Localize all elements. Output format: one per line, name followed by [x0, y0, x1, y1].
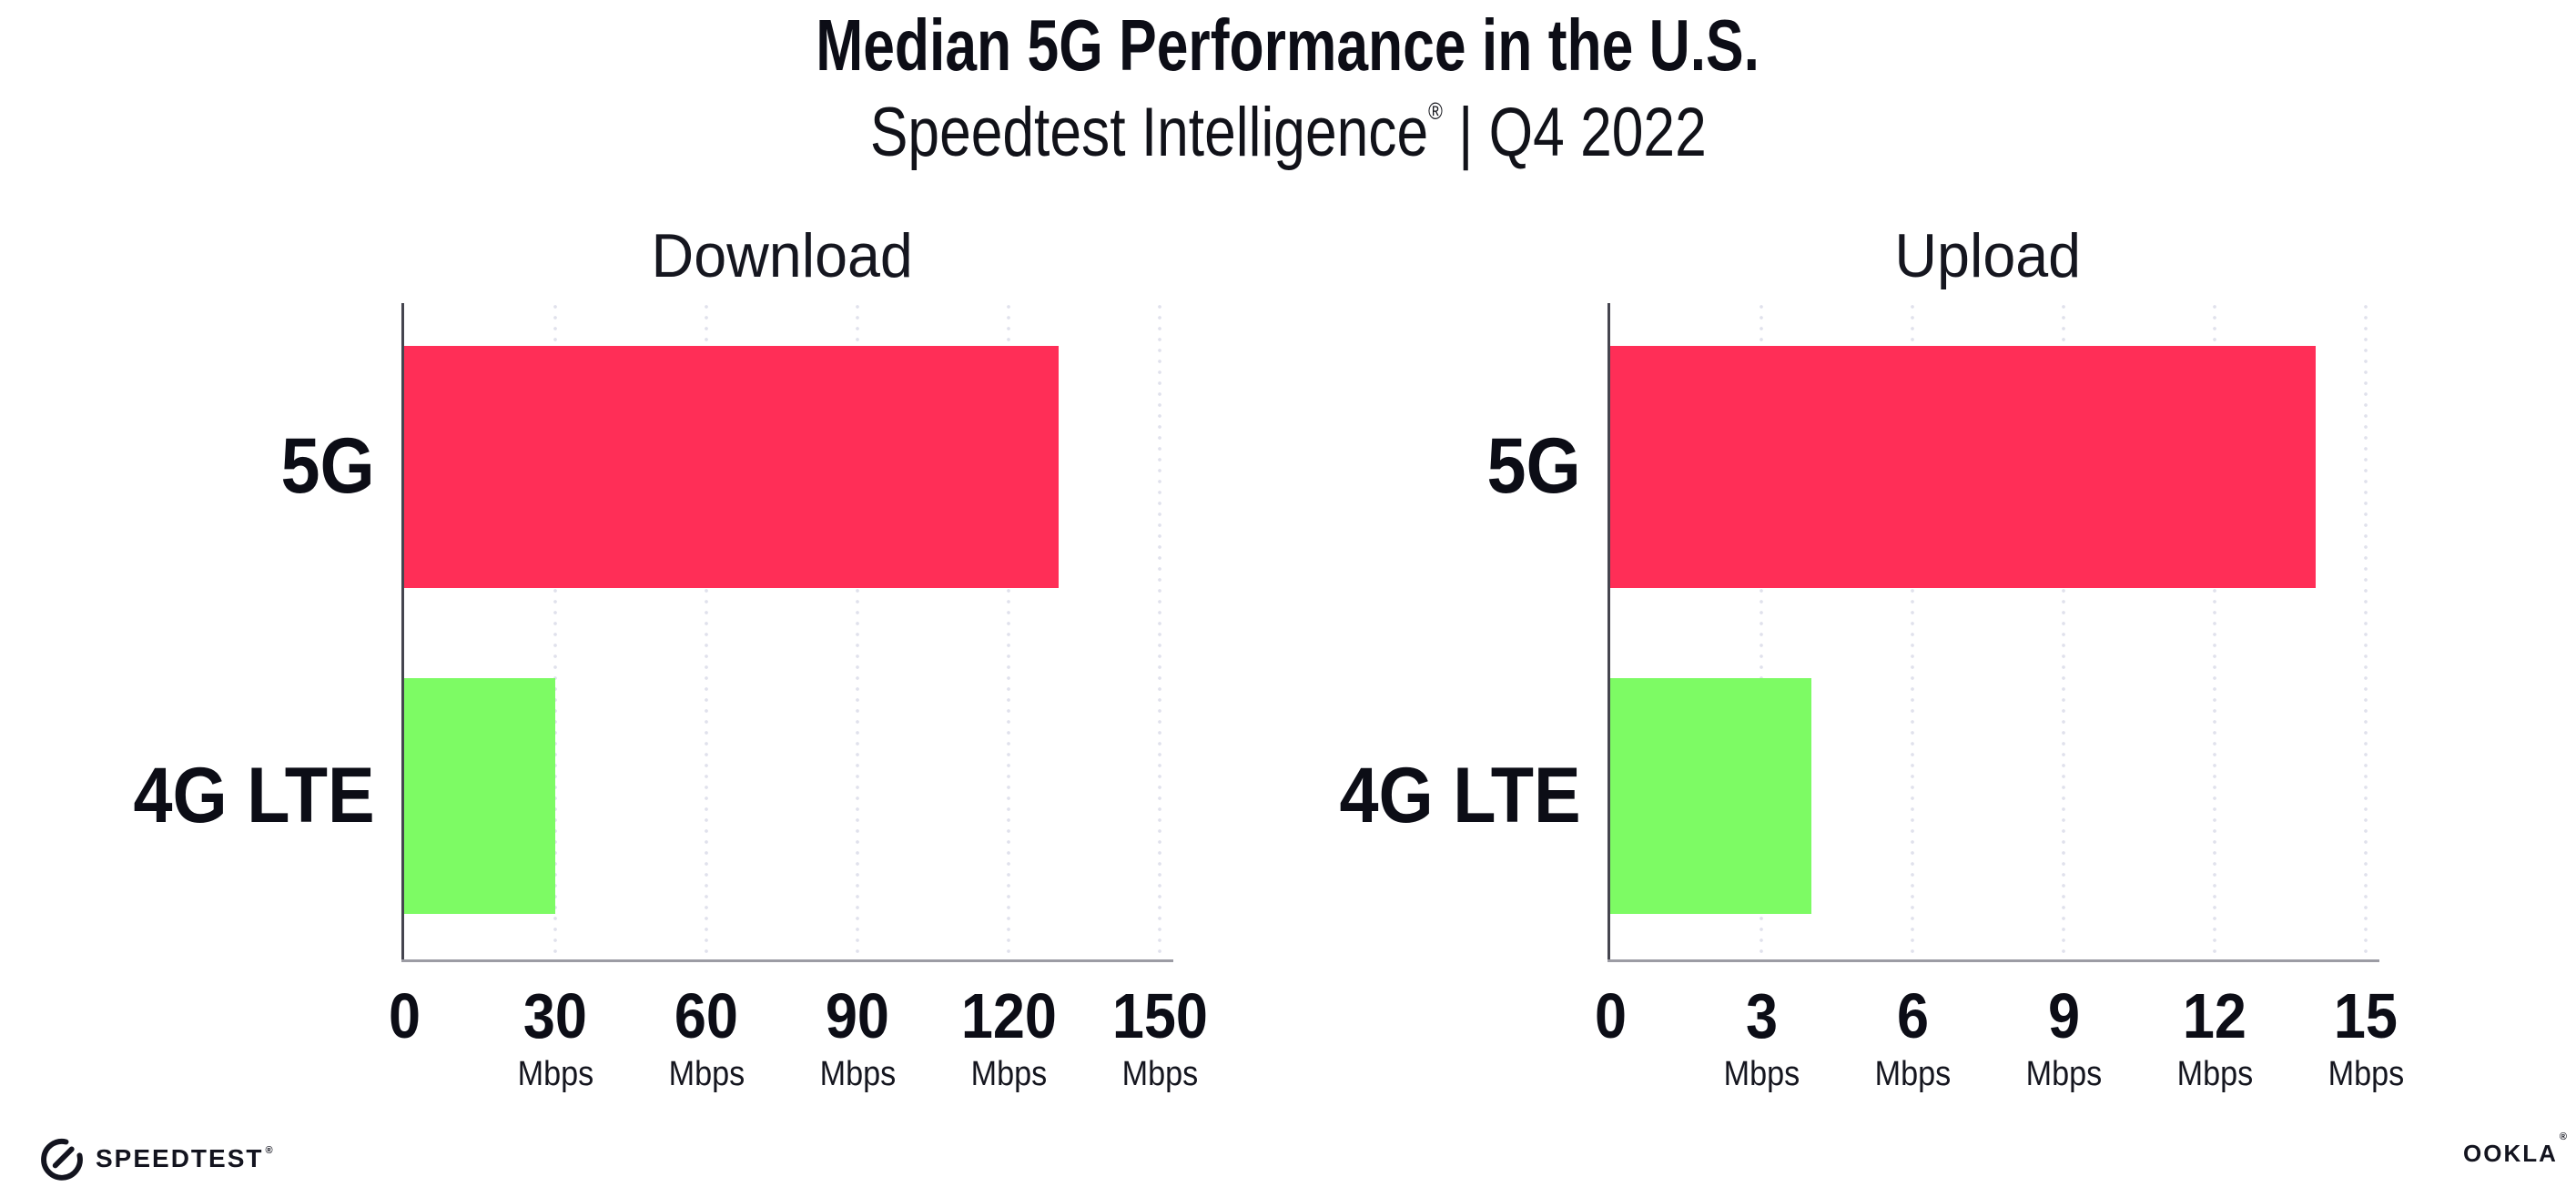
download-gridline-30: [553, 305, 557, 959]
download-category-label-5g: 5G: [280, 422, 375, 510]
upload-gridline-3: [1760, 305, 1763, 959]
subtitle-period: | Q4 2022: [1442, 94, 1707, 171]
ookla-registered-mark-icon: ®: [2559, 1131, 2567, 1142]
tick-90-mbps: 90 Mbps: [819, 980, 896, 1093]
upload-x-axis-ticks: 0 3 Mbps 6 Mbps 9 Mbps 12 Mbps 15 Mbps: [1594, 980, 2403, 1129]
upload-gridline-9: [2062, 305, 2065, 959]
download-chart-title: Download: [651, 221, 913, 290]
download-y-axis-line: [401, 303, 404, 962]
speedtest-gauge-icon: [41, 1139, 83, 1181]
page-subtitle: Speedtest Intelligence® | Q4 2022: [0, 95, 2576, 186]
download-gridline-120: [1007, 305, 1010, 959]
page-subtitle-text: Speedtest Intelligence® | Q4 2022: [870, 95, 1707, 186]
download-plot-area: [404, 305, 1161, 959]
tick-6-mbps: 6 Mbps: [1874, 980, 1951, 1093]
download-gridline-90: [856, 305, 859, 959]
download-x-axis-ticks: 0 30 Mbps 60 Mbps 90 Mbps 120 Mbps 150 M…: [388, 980, 1207, 1129]
speedtest-wordmark: SPEEDTEST: [96, 1144, 264, 1172]
ookla-wordmark: OOKLA: [2463, 1140, 2558, 1167]
tick-3-mbps: 3 Mbps: [1723, 980, 1800, 1093]
upload-chart-title: Upload: [1894, 221, 2082, 290]
speedtest-logo: SPEEDTEST ®: [38, 1135, 273, 1182]
tick-12-mbps: 12 Mbps: [2176, 980, 2253, 1093]
tick-9-mbps: 9 Mbps: [2025, 980, 2102, 1093]
upload-gridline-12: [2213, 305, 2216, 959]
tick-0: 0: [1594, 980, 1627, 1051]
bar-4g-lte-download: [404, 678, 555, 914]
tick-0: 0: [388, 980, 421, 1051]
upload-category-label-4g-lte: 4G LTE: [1339, 752, 1581, 839]
upload-x-axis-line: [1607, 959, 2379, 962]
tick-120-mbps: 120 Mbps: [960, 980, 1057, 1093]
upload-category-label-5g: 5G: [1486, 422, 1581, 510]
bar-5g-upload: [1610, 346, 2316, 588]
download-category-label-4g-lte: 4G LTE: [133, 752, 375, 839]
tick-30-mbps: 30 Mbps: [517, 980, 593, 1093]
upload-gridline-6: [1911, 305, 1914, 959]
tick-60-mbps: 60 Mbps: [668, 980, 745, 1093]
download-x-axis-line: [401, 959, 1173, 962]
download-gridline-60: [705, 305, 708, 959]
bar-5g-download: [404, 346, 1060, 588]
registered-trademark-icon: ®: [1427, 97, 1443, 125]
upload-plot-area: [1610, 305, 2368, 959]
page-title: Median 5G Performance in the U.S.: [0, 7, 2576, 84]
upload-gridline-15: [2364, 305, 2368, 959]
bar-4g-lte-upload: [1610, 678, 1812, 914]
tick-15-mbps: 15 Mbps: [2328, 980, 2404, 1093]
speedtest-registered-mark-icon: ®: [265, 1145, 273, 1156]
page-title-text: Median 5G Performance in the U.S.: [816, 5, 1760, 86]
ookla-logo: OOKLA ®: [2463, 1131, 2567, 1168]
tick-150-mbps: 150 Mbps: [1111, 980, 1208, 1093]
upload-y-axis-line: [1607, 303, 1610, 962]
download-gridline-150: [1158, 305, 1161, 959]
subtitle-brand: Speedtest Intelligence: [869, 94, 1428, 171]
